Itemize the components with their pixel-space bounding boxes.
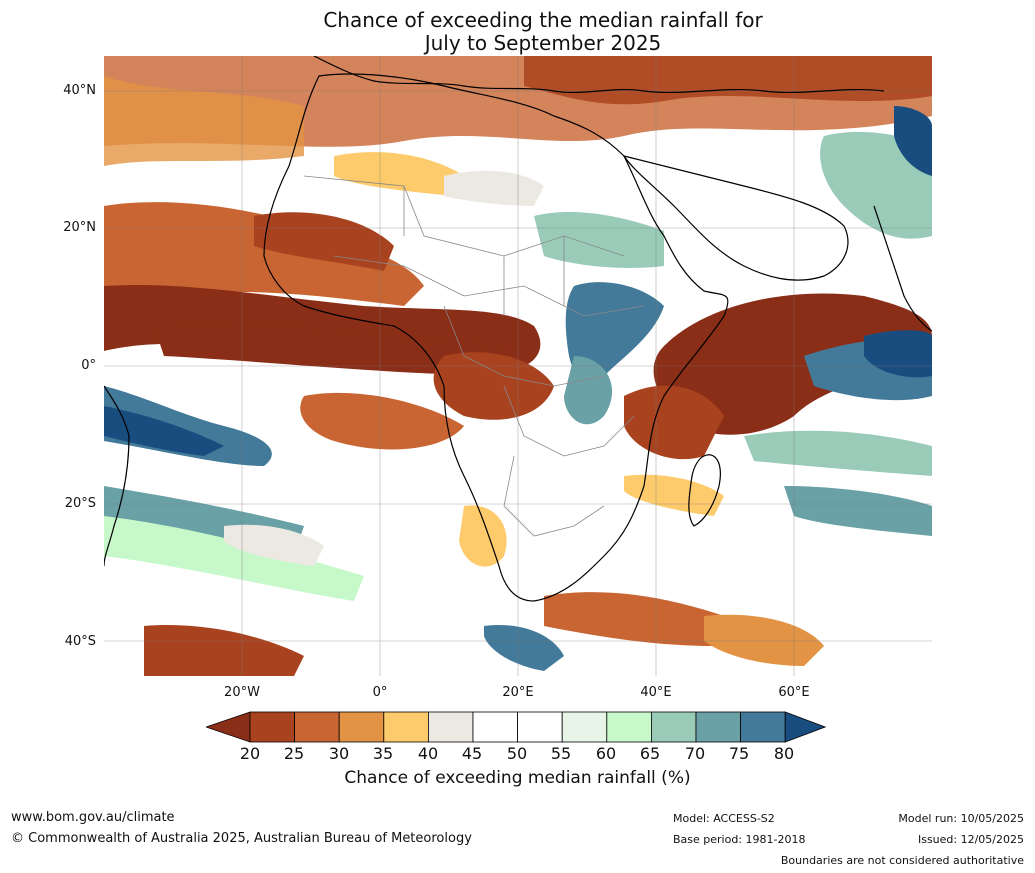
colorbar-tick: 80 <box>773 744 795 763</box>
map-canvas <box>104 56 932 676</box>
footer-base-period: Base period: 1981-2018 <box>673 833 806 846</box>
rainfall-map <box>104 56 932 676</box>
footer-issued: Issued: 12/05/2025 <box>917 833 1024 846</box>
lon-label-0: 0° <box>372 685 388 700</box>
lon-label-60e: 60°E <box>778 685 810 700</box>
map-title: Chance of exceeding the median rainfall … <box>0 9 1035 55</box>
colorbar-tick: 60 <box>595 744 617 763</box>
lon-label-40e: 40°E <box>640 685 672 700</box>
colorbar-tick: 35 <box>372 744 394 763</box>
lat-label-40s: 40°S <box>64 634 96 649</box>
footer-disclaimer: Boundaries are not considered authoritat… <box>780 854 1024 867</box>
colorbar-cell <box>517 711 563 743</box>
probability-field <box>104 56 932 676</box>
colorbar-tick: 55 <box>550 744 572 763</box>
footer-copyright: © Commonwealth of Australia 2025, Austra… <box>11 831 472 846</box>
lat-label-0: 0° <box>81 358 96 373</box>
colorbar-arrow-high <box>784 711 827 743</box>
colorbar-tick: 70 <box>684 744 706 763</box>
footer-model: Model: ACCESS-S2 <box>673 812 775 825</box>
colorbar <box>206 711 827 743</box>
lon-label-20w: 20°W <box>224 685 260 700</box>
title-line-1: Chance of exceeding the median rainfall … <box>323 8 763 32</box>
colorbar-arrow-low <box>206 711 251 743</box>
colorbar-cell <box>472 711 518 743</box>
colorbar-cell <box>427 711 474 743</box>
lat-label-20n: 20°N <box>63 220 96 235</box>
lat-label-20s: 20°S <box>64 496 96 511</box>
colorbar-cell <box>294 711 340 743</box>
colorbar-tick: 40 <box>417 744 439 763</box>
colorbar-cell <box>695 711 741 743</box>
title-line-2: July to September 2025 <box>424 31 662 55</box>
colorbar-cell <box>383 711 429 743</box>
coastlines <box>104 56 932 602</box>
graticule <box>104 56 932 676</box>
colorbar-cell <box>249 711 295 743</box>
colorbar-tick: 30 <box>328 744 350 763</box>
country-borders <box>303 175 645 537</box>
footer-model-run: Model run: 10/05/2025 <box>898 812 1024 825</box>
footer-url[interactable]: www.bom.gov.au/climate <box>11 810 175 825</box>
colorbar-cell <box>561 711 608 743</box>
lat-label-40n: 40°N <box>63 83 96 98</box>
colorbar-cell <box>650 711 697 743</box>
colorbar-tick: 50 <box>506 744 528 763</box>
colorbar-tick: 20 <box>239 744 261 763</box>
colorbar-cell <box>338 711 385 743</box>
colorbar-cell <box>740 711 786 743</box>
colorbar-tick: 75 <box>728 744 750 763</box>
colorbar-tick: 25 <box>283 744 305 763</box>
lon-label-20e: 20°E <box>502 685 534 700</box>
colorbar-label: Chance of exceeding median rainfall (%) <box>344 768 691 788</box>
colorbar-tick: 45 <box>461 744 483 763</box>
colorbar-cell <box>606 711 652 743</box>
colorbar-tick: 65 <box>639 744 661 763</box>
